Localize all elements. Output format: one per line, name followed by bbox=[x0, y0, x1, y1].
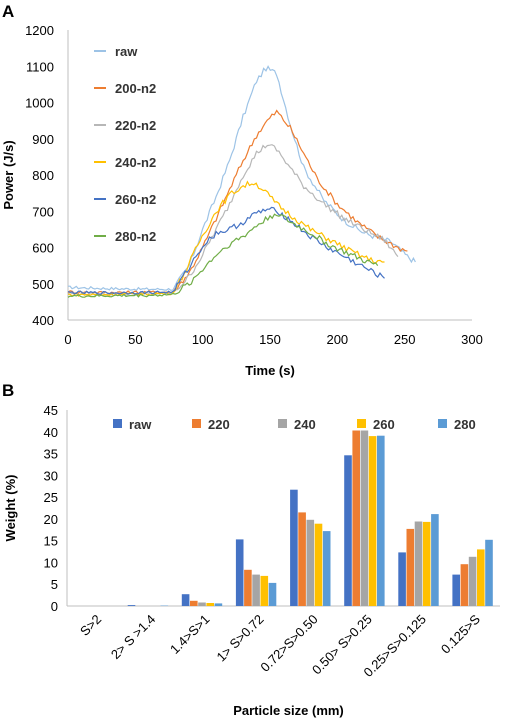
panel-a-legend-label: 240-n2 bbox=[115, 155, 156, 170]
panel-b-legend-label: 240 bbox=[294, 417, 316, 432]
panel-b-bar-raw bbox=[181, 594, 190, 606]
panel-a-y-tick-label: 1200 bbox=[25, 23, 54, 38]
panel-b-y-tick-label: 5 bbox=[51, 577, 58, 592]
bar-chart-panel-b: 0 5 10 15 20 25 30 35 40 45 S>2 2> S >1.4 1.4>S>1 1> … bbox=[3, 403, 500, 718]
panel-b-y-tick-label: 30 bbox=[44, 468, 58, 483]
panel-a-x-tick-label: 300 bbox=[461, 332, 483, 347]
panel-a-legend-label: 200-n2 bbox=[115, 81, 156, 96]
panel-b-x-tick-label: 1> S>0.72 bbox=[214, 612, 267, 665]
panel-b-bar-220 bbox=[460, 564, 469, 606]
panel-b-bar-raw bbox=[452, 574, 460, 606]
panel-b-legend-label: raw bbox=[129, 417, 152, 432]
panel-b-bar-220 bbox=[190, 600, 198, 606]
panel-b-bar-260 bbox=[206, 603, 214, 606]
panel-b-legend-swatch bbox=[278, 419, 287, 428]
panel-a-y-tick-label: 700 bbox=[32, 204, 54, 219]
panel-b-bar-260 bbox=[422, 521, 431, 606]
panel-b-bar-280 bbox=[377, 435, 385, 606]
panel-a-y-tick-label: 1100 bbox=[26, 59, 54, 74]
panel-b-x-tick-label: 2> S >1.4 bbox=[108, 612, 158, 662]
panel-b-legend-swatch bbox=[357, 419, 366, 428]
panel-b-bar-raw bbox=[398, 552, 406, 606]
panel-b-bar-240 bbox=[252, 574, 260, 606]
panel-b-x-tick-label: 0.125>S bbox=[438, 611, 483, 656]
panel-a-y-tick-label: 600 bbox=[32, 241, 54, 256]
panel-b-bar-280 bbox=[322, 531, 331, 606]
line-chart-panel-a: 400 500 600 700 800 900 1000 1100 1200 0 50 100 150 2… bbox=[1, 23, 483, 378]
panel-a-x-tick-label: 50 bbox=[128, 332, 142, 347]
panel-b-bar-raw bbox=[127, 605, 136, 606]
panel-b-bar-260 bbox=[260, 575, 269, 606]
panel-a-x-tick-label: 100 bbox=[192, 332, 214, 347]
panel-a-series-line-200-n2 bbox=[67, 109, 408, 295]
panel-b-bar-raw bbox=[235, 539, 244, 606]
panel-b-bar-220 bbox=[406, 528, 415, 606]
panel-a-y-tick-label: 500 bbox=[32, 277, 54, 292]
panel-b-legend-swatch bbox=[192, 419, 201, 428]
panel-b-legend-swatch bbox=[113, 419, 122, 428]
panel-b-bar-280 bbox=[268, 582, 277, 606]
panel-a-series-line-260-n2 bbox=[67, 206, 385, 295]
panel-b-bar-260 bbox=[477, 549, 485, 606]
panel-a-x-tick-label: 0 bbox=[64, 332, 71, 347]
panel-a-legend-label: 260-n2 bbox=[115, 192, 156, 207]
panel-b-bar-240 bbox=[414, 521, 423, 606]
panel-b-bar-240 bbox=[360, 430, 369, 606]
panel-b-x-tick-label: 1.4>S>1 bbox=[167, 612, 212, 657]
panel-b-y-axis-title: Weight (%) bbox=[3, 475, 18, 542]
panel-b-bar-raw bbox=[344, 455, 352, 606]
panel-b-bar-280 bbox=[485, 539, 493, 606]
panel-a-x-tick-label: 200 bbox=[326, 332, 348, 347]
panel-b-y-tick-label: 0 bbox=[51, 599, 58, 614]
panel-a-series-line-280-n2 bbox=[67, 213, 379, 298]
panel-a-y-tick-label: 1000 bbox=[25, 96, 54, 111]
panel-b-y-tick-label: 40 bbox=[44, 425, 58, 440]
panel-a-series-line-220-n2 bbox=[67, 144, 399, 297]
panel-b-legend-label: 260 bbox=[373, 417, 395, 432]
panel-b-x-axis-title: Particle size (mm) bbox=[233, 703, 344, 718]
panel-b-bar-260 bbox=[314, 523, 323, 606]
panel-a-x-axis-title: Time (s) bbox=[245, 363, 295, 378]
panel-a-y-axis-title: Power (J/s) bbox=[1, 140, 16, 209]
panel-b-bar-220 bbox=[244, 569, 252, 606]
panel-a-x-tick-label: 250 bbox=[394, 332, 416, 347]
panel-b-bar-260 bbox=[368, 436, 377, 606]
panel-b-bar-240 bbox=[306, 519, 315, 606]
panel-b-x-tick-label: S>2 bbox=[77, 612, 104, 639]
panel-b-letter: B bbox=[2, 381, 14, 400]
panel-b-bar-240 bbox=[468, 556, 477, 606]
panel-b-bar-280 bbox=[214, 603, 223, 606]
panel-a-y-tick-label: 800 bbox=[32, 168, 54, 183]
panel-a-legend-label: 220-n2 bbox=[115, 118, 156, 133]
panel-b-bar-280 bbox=[431, 514, 439, 606]
panel-a-legend-label: 280-n2 bbox=[115, 229, 156, 244]
panel-b-bar-220 bbox=[352, 430, 360, 606]
panel-b-y-tick-label: 15 bbox=[44, 534, 58, 549]
panel-a-x-tick-label: 150 bbox=[259, 332, 281, 347]
panel-a-y-tick-label: 900 bbox=[32, 132, 54, 147]
panel-a-series-line-raw bbox=[68, 65, 416, 292]
panel-b-y-tick-label: 10 bbox=[44, 555, 58, 570]
panel-b-y-tick-label: 25 bbox=[44, 490, 58, 505]
panel-b-bar-220 bbox=[298, 512, 306, 606]
panel-a-legend-label: raw bbox=[115, 44, 138, 59]
panel-a-y-tick-label: 400 bbox=[32, 313, 54, 328]
panel-b-legend-label: 280 bbox=[454, 417, 476, 432]
panel-b-y-tick-label: 45 bbox=[44, 403, 58, 418]
panel-b-bar-240 bbox=[198, 602, 206, 606]
panel-b-bar-raw bbox=[290, 489, 298, 606]
panel-b-legend-swatch bbox=[438, 419, 447, 428]
panel-b-y-tick-label: 20 bbox=[44, 512, 58, 527]
panel-a-letter: A bbox=[2, 2, 14, 21]
panel-b-legend-label: 220 bbox=[208, 417, 230, 432]
panel-b-y-tick-label: 35 bbox=[44, 447, 58, 462]
